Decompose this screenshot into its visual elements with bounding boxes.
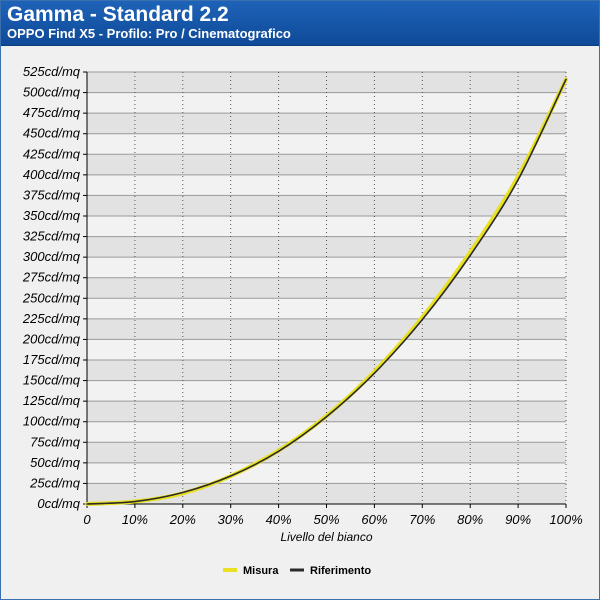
plot-band [87, 339, 566, 360]
x-tick-label: 50% [313, 512, 339, 527]
plot-band [87, 236, 566, 258]
y-tick-label: 175cd/mq [23, 352, 81, 367]
x-tick-label: 0 [83, 512, 91, 527]
x-axis-title: Livello del bianco [280, 530, 372, 544]
x-tick-label: 40% [266, 512, 292, 527]
plot-band [87, 360, 566, 381]
y-tick-label: 450cd/mq [23, 126, 81, 141]
legend-label-riferimento: Riferimento [310, 565, 371, 577]
x-tick-label: 70% [409, 512, 435, 527]
y-tick-label: 150cd/mq [23, 373, 81, 388]
plot-band [87, 401, 566, 422]
chart-header: Gamma - Standard 2.2 OPPO Find X5 - Prof… [1, 1, 599, 46]
y-tick-label: 325cd/mq [23, 229, 81, 244]
y-tick-label: 75cd/mq [30, 434, 81, 449]
plot-band [87, 257, 566, 278]
plot-band [87, 216, 566, 237]
x-tick-label: 10% [122, 512, 148, 527]
y-tick-label: 525cd/mq [23, 64, 81, 79]
y-tick-label: 50cd/mq [30, 455, 81, 470]
y-tick-label: 250cd/mq [22, 290, 81, 305]
x-tick-label: 80% [457, 512, 483, 527]
x-tick-label: 60% [361, 512, 387, 527]
plot-band [87, 72, 566, 93]
y-tick-label: 200cd/mq [22, 331, 81, 346]
plot-band [87, 195, 566, 216]
x-tick-label: 90% [505, 512, 531, 527]
y-tick-label: 100cd/mq [23, 414, 81, 429]
y-tick-label: 475cd/mq [23, 105, 81, 120]
plot-band [87, 380, 566, 402]
plot-band [87, 483, 566, 504]
y-tick-label: 225cd/mq [22, 311, 81, 326]
plot-band [87, 318, 566, 340]
plot-band [87, 92, 566, 114]
x-tick-label: 30% [218, 512, 244, 527]
plot-band [87, 174, 566, 196]
y-tick-label: 300cd/mq [23, 249, 81, 264]
plot-band [87, 462, 566, 484]
plot-band [87, 113, 566, 134]
y-tick-label: 0cd/mq [37, 496, 80, 511]
x-tick-label: 100% [549, 512, 582, 527]
legend-label-misura: Misura [243, 565, 279, 577]
y-tick-label: 425cd/mq [23, 146, 81, 161]
y-tick-label: 400cd/mq [23, 167, 81, 182]
chart-title: Gamma - Standard 2.2 [7, 3, 229, 26]
series-line-riferimento [86, 78, 567, 505]
y-tick-label: 275cd/mq [22, 270, 81, 285]
y-tick-label: 350cd/mq [23, 208, 81, 223]
chart-subtitle: OPPO Find X5 - Profilo: Pro / Cinematogr… [7, 26, 291, 41]
y-tick-label: 375cd/mq [23, 187, 81, 202]
y-tick-label: 25cd/mq [29, 475, 81, 490]
x-tick-label: 20% [169, 512, 196, 527]
y-tick-label: 125cd/mq [23, 393, 81, 408]
y-tick-label: 500cd/mq [23, 85, 81, 100]
